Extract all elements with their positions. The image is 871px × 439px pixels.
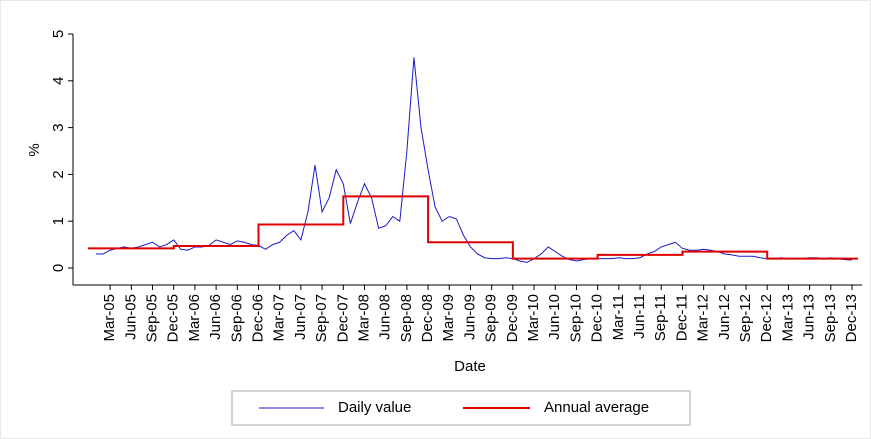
x-tick-label: Jun-10 <box>546 294 563 340</box>
x-tick-label: Mar-08 <box>355 294 372 342</box>
y-tick-label: 2 <box>50 170 67 178</box>
x-tick-label: Jun-05 <box>122 294 139 340</box>
x-tick-label: Dec-12 <box>758 294 775 342</box>
legend-label: Annual average <box>544 399 649 416</box>
x-tick-label: Jun-12 <box>716 294 733 340</box>
x-tick-label: Jun-13 <box>801 294 818 340</box>
y-axis-label: % <box>26 143 43 156</box>
x-tick-label: Sep-12 <box>737 294 754 342</box>
x-tick-label: Jun-11 <box>631 294 648 339</box>
y-tick-label: 1 <box>50 217 67 225</box>
x-tick-label: Sep-05 <box>143 294 160 342</box>
x-tick-label: Dec-13 <box>843 294 860 342</box>
x-tick-label: Sep-10 <box>567 294 584 342</box>
x-tick-label: Mar-10 <box>525 294 542 342</box>
legend-label: Daily value <box>338 399 411 416</box>
x-tick-label: Dec-08 <box>419 294 436 342</box>
x-tick-label: Jun-08 <box>377 294 394 340</box>
x-tick-label: Jun-06 <box>207 294 224 340</box>
x-tick-label: Mar-05 <box>101 294 118 342</box>
x-tick-label: Sep-11 <box>652 294 669 341</box>
x-tick-label: Mar-12 <box>695 294 712 342</box>
x-tick-label: Mar-06 <box>186 294 203 342</box>
x-tick-label: Sep-08 <box>398 294 415 342</box>
x-tick-label: Dec-10 <box>589 294 606 342</box>
series-line <box>88 195 858 260</box>
x-tick-label: Dec-06 <box>249 294 266 342</box>
x-tick-label: Sep-06 <box>228 294 245 342</box>
x-tick-label: Dec-07 <box>334 294 351 342</box>
x-tick-label: Jun-07 <box>292 294 309 340</box>
y-tick-label: 3 <box>50 123 67 131</box>
series-line <box>96 57 853 263</box>
x-tick-label: Dec-05 <box>165 294 182 342</box>
x-tick-label: Mar-11 <box>610 294 627 340</box>
x-axis-label: Date <box>454 358 486 375</box>
x-tick-label: Sep-13 <box>822 294 839 342</box>
x-tick-label: Sep-07 <box>313 294 330 342</box>
x-tick-label: Mar-09 <box>440 294 457 342</box>
x-tick-label: Dec-09 <box>504 294 521 342</box>
x-tick-label: Dec-11 <box>673 294 690 341</box>
y-tick-label: 4 <box>50 77 67 85</box>
x-tick-label: Jun-09 <box>461 294 478 340</box>
x-tick-label: Mar-07 <box>271 294 288 342</box>
x-tick-label: Sep-09 <box>483 294 500 342</box>
y-tick-label: 5 <box>50 30 67 38</box>
x-tick-label: Mar-13 <box>779 294 796 342</box>
y-tick-label: 0 <box>50 264 67 272</box>
